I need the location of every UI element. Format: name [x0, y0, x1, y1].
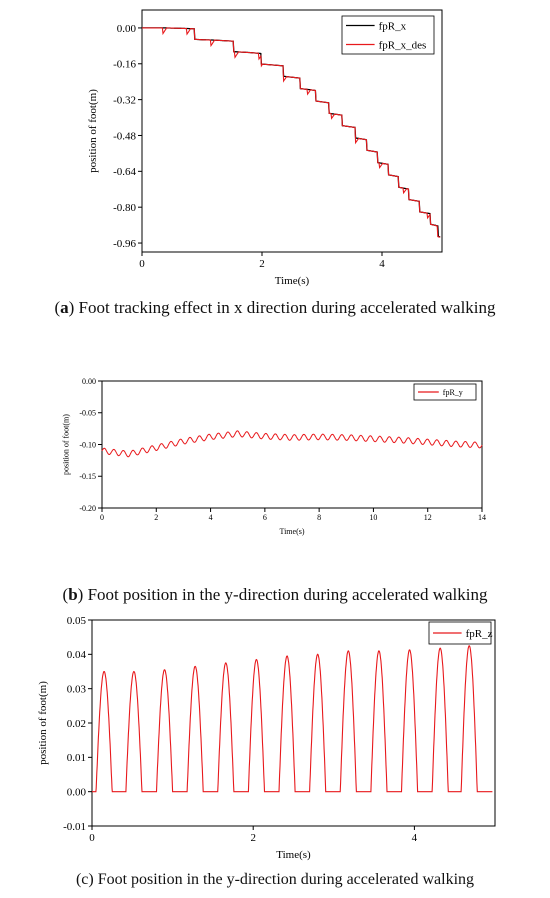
- chart-a-ytick-label: 0.00: [117, 23, 137, 35]
- chart-a-ytick-label: -0.32: [113, 94, 136, 106]
- caption-a-label: a: [60, 298, 69, 317]
- chart-c-ytick-label: 0.04: [67, 649, 87, 661]
- chart-b-legend-label: fpR_y: [443, 388, 463, 397]
- chart-a-legend-label: fpR_x: [379, 20, 407, 32]
- chart-a-xtick-label: 0: [139, 258, 145, 270]
- caption-a: (a) Foot tracking effect in x direction …: [54, 298, 496, 317]
- caption-b-text: Foot position in the y-direction during …: [83, 585, 488, 604]
- chart-b-xtick-label: 6: [263, 513, 267, 522]
- chart-c-ytick-label: 0.01: [67, 752, 86, 764]
- chart-b-xtick-label: 10: [369, 513, 377, 522]
- chart-c-yaxis-label: position of foot(m): [37, 681, 49, 765]
- chart-b-ytick-label: -0.10: [79, 440, 96, 449]
- caption-a-text: Foot tracking effect in x direction duri…: [74, 298, 496, 317]
- chart-a-xtick-label: 2: [259, 258, 265, 270]
- chart-a-x-direction: 0 2 4 0.00 -0.16 -0.32 -0.48 -0.64 -0.80 -0.96 Tim…: [87, 9, 443, 287]
- chart-b-xtick-label: 2: [154, 513, 158, 522]
- chart-b-y-direction: 0 2 4 6 8 10 12 14 0.00 -0.05 -0.10 -0.15 -0.20 Time(…: [61, 377, 486, 536]
- chart-a-ytick-label: -0.16: [113, 59, 136, 71]
- caption-b: (b) Foot position in the y-direction dur…: [62, 585, 488, 604]
- chart-c-legend-label: fpR_z: [466, 628, 493, 640]
- chart-c-ytick-label: 0.05: [67, 615, 87, 627]
- chart-b-series-fpR_y: [101, 430, 483, 458]
- chart-c-xaxis-label: Time(s): [276, 849, 311, 861]
- chart-b-legend-box: [413, 383, 477, 401]
- caption-c-text: (c) Foot position in the y-direction dur…: [75, 871, 475, 888]
- chart-c-z-direction: 0 2 4 -0.01 0.00 0.01 0.02 0.03 0.04 0.05 Time(s) p…: [37, 615, 496, 861]
- chart-c-ytick-label: 0.02: [67, 718, 86, 730]
- chart-c-ytick-label: 0.03: [67, 684, 87, 696]
- chart-b-xtick-label: 4: [209, 513, 213, 522]
- chart-c-xtick-label: 4: [412, 832, 418, 844]
- chart-a-ytick-label: -0.48: [113, 130, 136, 142]
- chart-a-ytick-label: -0.64: [113, 166, 136, 178]
- chart-a-ytick-label: -0.80: [113, 202, 136, 214]
- chart-a-plot-frame: [141, 9, 443, 253]
- chart-b-xtick-label: 8: [317, 513, 321, 522]
- chart-b-ytick-label: -0.20: [79, 504, 96, 513]
- chart-b-xtick-label: 0: [100, 513, 104, 522]
- chart-a-xtick-label: 4: [379, 258, 385, 270]
- chart-a-legend-box: [341, 15, 435, 55]
- chart-b-ytick-label: 0.00: [82, 377, 96, 386]
- chart-b-ytick-label: -0.15: [79, 472, 96, 481]
- chart-c-ytick-label: 0.00: [67, 787, 87, 799]
- chart-a-series-fpR_x: [142, 27, 441, 238]
- chart-c-ytick-label: -0.01: [63, 821, 86, 833]
- chart-b-yaxis-label: position of foot(m): [61, 414, 70, 475]
- chart-b-xtick-label: 12: [424, 513, 432, 522]
- caption-b-label: b: [68, 585, 78, 604]
- chart-a-xaxis-label: Time(s): [275, 275, 310, 287]
- chart-b-ytick-label: -0.05: [79, 409, 96, 418]
- chart-b-xaxis-label: Time(s): [279, 527, 304, 536]
- chart-a-legend-label: fpR_x_des: [379, 39, 427, 51]
- chart-b-xtick-label: 14: [478, 513, 486, 522]
- chart-c-xtick-label: 0: [89, 832, 95, 844]
- chart-a-ytick-label: -0.96: [113, 238, 136, 250]
- chart-a-series-fpR_x_des: [142, 27, 441, 238]
- caption-c: (c) Foot position in the y-direction dur…: [0, 871, 550, 889]
- chart-c-xtick-label: 2: [250, 832, 256, 844]
- chart-c-series-fpR_z: [92, 645, 493, 793]
- chart-a-yaxis-label: position of foot(m): [87, 89, 99, 173]
